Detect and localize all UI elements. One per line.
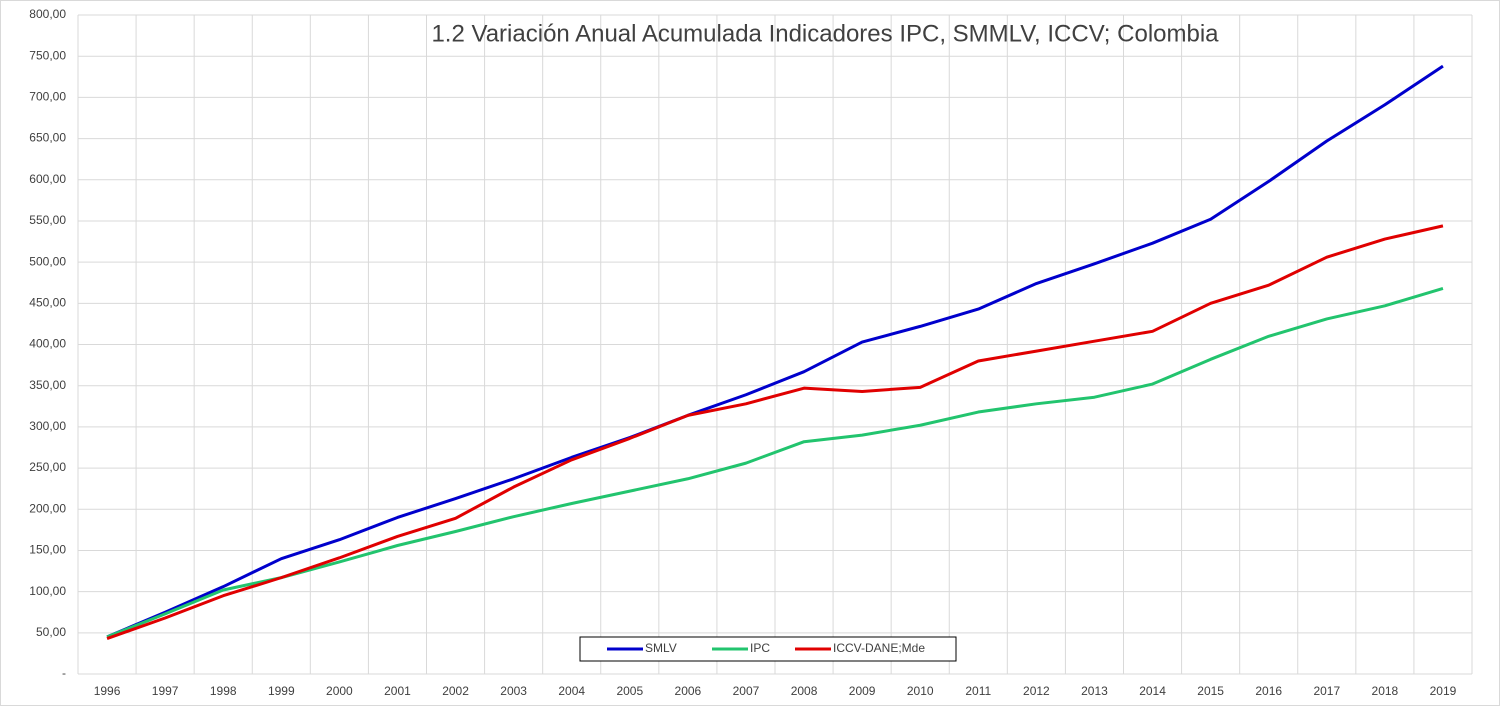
y-tick-label: 600,00 (29, 172, 66, 186)
x-tick-label: 2019 (1430, 684, 1457, 698)
x-tick-label: 2008 (791, 684, 818, 698)
x-tick-label: 1996 (94, 684, 121, 698)
y-tick-label: 500,00 (29, 254, 66, 268)
legend: SMLV IPC ICCV-DANE;Mde (579, 636, 957, 662)
x-tick-label: 2013 (1081, 684, 1108, 698)
x-tick-label: 2004 (558, 684, 585, 698)
legend-label: SMLV (645, 641, 677, 655)
y-tick-label: 550,00 (29, 213, 66, 227)
series-line (106, 287, 1444, 639)
x-tick-label: 2007 (733, 684, 760, 698)
chart-title: 1.2 Variación Anual Acumulada Indicadore… (431, 20, 1219, 47)
y-tick-label: 400,00 (29, 337, 66, 351)
x-tick-label: 2005 (616, 684, 643, 698)
y-tick-label: 350,00 (29, 378, 66, 392)
x-tick-label: 2000 (326, 684, 353, 698)
y-tick-label: 750,00 (29, 48, 66, 62)
x-tick-label: 2012 (1023, 684, 1050, 698)
lines (106, 64, 1444, 640)
y-tick-label: 650,00 (29, 131, 66, 145)
x-tick-label: 2015 (1197, 684, 1224, 698)
x-tick-label: 2009 (849, 684, 876, 698)
y-tick-label: 300,00 (29, 419, 66, 433)
x-tick-label: 1997 (152, 684, 179, 698)
x-tick-label: 2014 (1139, 684, 1166, 698)
y-tick-label: 200,00 (29, 501, 66, 515)
x-tick-label: 2002 (442, 684, 469, 698)
legend-label: ICCV-DANE;Mde (833, 641, 925, 655)
series-line (106, 64, 1444, 639)
x-tick-label: 2011 (965, 684, 991, 698)
y-tick-label: 800,00 (29, 7, 66, 21)
x-tick-label: 2018 (1372, 684, 1399, 698)
x-tick-label: 1998 (210, 684, 237, 698)
series-line (106, 224, 1444, 640)
legend-label: IPC (750, 641, 770, 655)
y-tick-label: 450,00 (29, 295, 66, 309)
x-tick-label: 2006 (675, 684, 702, 698)
x-tick-label: 2003 (500, 684, 527, 698)
x-tick-label: 1999 (268, 684, 295, 698)
grid: - 50,00 100,00 150,00 200,00 250,00 300,00 350,… (29, 7, 1473, 698)
y-tick-label: 700,00 (29, 90, 66, 104)
x-tick-label: 2016 (1255, 684, 1282, 698)
y-tick-label: 250,00 (29, 460, 66, 474)
y-tick-label: 100,00 (29, 584, 66, 598)
x-tick-label: 2001 (384, 684, 411, 698)
y-tick-label: 150,00 (29, 543, 66, 557)
x-tick-label: 2017 (1313, 684, 1340, 698)
x-tick-label: 2010 (907, 684, 934, 698)
y-tick-label: 50,00 (36, 625, 66, 639)
y-tick-label: - (62, 666, 66, 680)
